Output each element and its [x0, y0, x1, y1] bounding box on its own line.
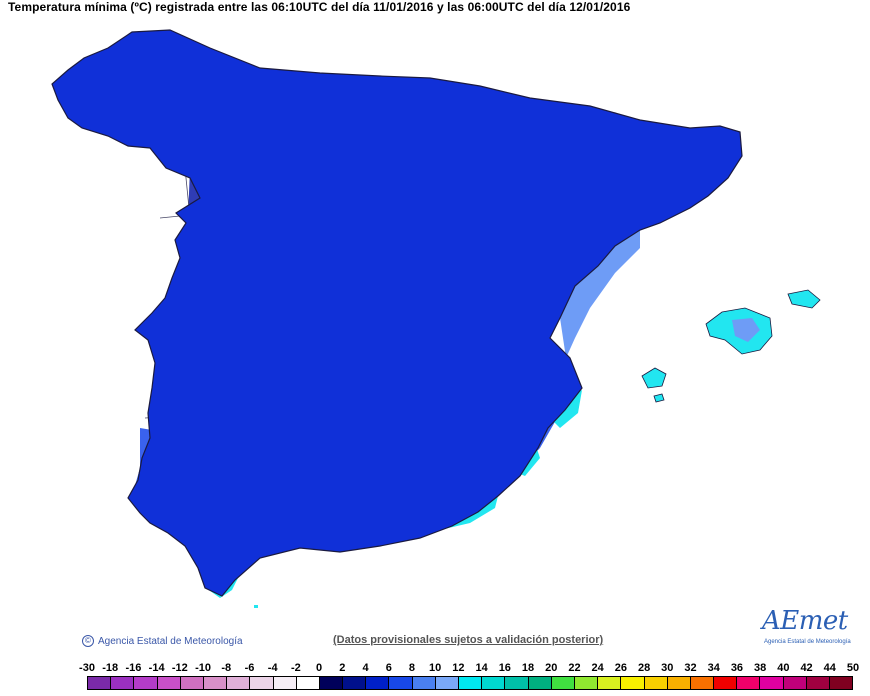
legend-swatch [435, 677, 459, 689]
copyright-notice: © Agencia Estatal de Meteorología [82, 635, 243, 647]
alboran-islet [254, 605, 258, 608]
legend-tick-label: -30 [79, 662, 95, 674]
menorca-island [787, 289, 821, 309]
legend-tick-label: 44 [823, 662, 836, 674]
legend-swatch [250, 677, 274, 689]
legend-tick-label: -10 [195, 662, 211, 674]
legend-color-bar [87, 676, 853, 690]
legend-swatch [343, 677, 367, 689]
ibiza-island [641, 367, 667, 389]
legend-tick-label: 38 [754, 662, 767, 674]
legend-swatch [273, 677, 297, 689]
legend-swatch [482, 677, 506, 689]
legend-tick-label: 28 [637, 662, 651, 674]
legend-swatch [134, 677, 158, 689]
legend-tick-label: 16 [498, 662, 511, 674]
legend-swatch [157, 677, 181, 689]
legend-swatch [574, 677, 599, 689]
legend-swatch [644, 677, 668, 689]
legend-tick-label: 12 [452, 662, 465, 674]
legend-tick-label: 30 [661, 662, 674, 674]
map-title: Temperatura mínima (ºC) registrada entre… [8, 0, 631, 14]
legend-swatch [690, 677, 715, 689]
east-coast-mild-strip [560, 230, 640, 358]
legend-swatch [783, 677, 807, 689]
legend-swatch [296, 677, 320, 689]
legend-tick-label: 24 [591, 662, 604, 674]
legend-swatch [806, 677, 830, 689]
legend-tick-label: 50 [846, 662, 860, 674]
legend-tick-label: 2 [339, 662, 346, 674]
legend-tick-label: 14 [475, 662, 488, 674]
legend-swatch [366, 677, 390, 689]
legend-swatch [88, 677, 112, 689]
legend-swatch [551, 677, 575, 689]
legend-swatch [180, 677, 204, 689]
legend-tick-label: 32 [684, 662, 697, 674]
legend-tick-label: 22 [568, 662, 581, 674]
legend-tick-label: 6 [385, 662, 392, 674]
aemet-logo: AEmet Agencia Estatal de Meteorología [760, 606, 851, 652]
aemet-logo-subtitle: Agencia Estatal de Meteorología [764, 639, 851, 645]
mallorca-interior [732, 318, 760, 342]
legend-tick-label: 40 [777, 662, 790, 674]
legend-tick-label: -12 [171, 662, 188, 674]
formentera-island [653, 393, 665, 403]
copyright-icon: © [82, 635, 94, 647]
legend-swatch [319, 677, 344, 689]
legend-swatch [505, 677, 529, 689]
provisional-data-note: (Datos provisionales sujetos a validació… [333, 634, 604, 646]
legend-tick-label: -6 [244, 662, 255, 674]
legend-tick-label: -2 [291, 662, 301, 674]
legend-tick-label: 4 [362, 662, 369, 674]
temperature-map [51, 29, 821, 608]
legend-swatch [737, 677, 761, 689]
legend-tick-label: 20 [545, 662, 558, 674]
legend-swatch [830, 677, 853, 689]
legend-swatch [412, 677, 436, 689]
copyright-text: Agencia Estatal de Meteorología [98, 635, 243, 647]
legend-tick-label: -18 [102, 662, 119, 674]
legend-tick-label: 10 [429, 662, 442, 674]
legend-swatch [528, 677, 552, 689]
legend-tick-label: 18 [521, 662, 535, 674]
legend-tick-label: 34 [707, 662, 720, 674]
legend-swatch [459, 677, 483, 689]
legend-swatch [598, 677, 622, 689]
legend-tick-label: -4 [267, 662, 278, 674]
legend-labels: -30 -18 -16 -14 -12 -10 -8 -6 -4 -2 0 2 4 6 8 10 12 14 16 1… [77, 662, 867, 674]
legend-tick-label: -8 [221, 662, 232, 674]
legend-swatch [760, 677, 784, 689]
legend-swatch [389, 677, 413, 689]
legend-swatch [111, 677, 135, 689]
legend-tick-label: -14 [148, 662, 165, 674]
legend-swatch [714, 677, 738, 689]
legend-swatch [667, 677, 691, 689]
legend-tick-label: 26 [614, 662, 627, 674]
legend-tick-label: -16 [125, 662, 142, 674]
legend-swatch [621, 677, 645, 689]
legend-tick-label: 36 [730, 662, 744, 674]
legend-tick-label: 0 [316, 662, 323, 674]
legend-tick-label: 8 [408, 662, 416, 674]
legend-swatch [227, 677, 251, 689]
aemet-logo-word: AEmet [762, 606, 848, 636]
legend-swatch [203, 677, 228, 689]
legend-tick-label: 42 [800, 662, 813, 674]
